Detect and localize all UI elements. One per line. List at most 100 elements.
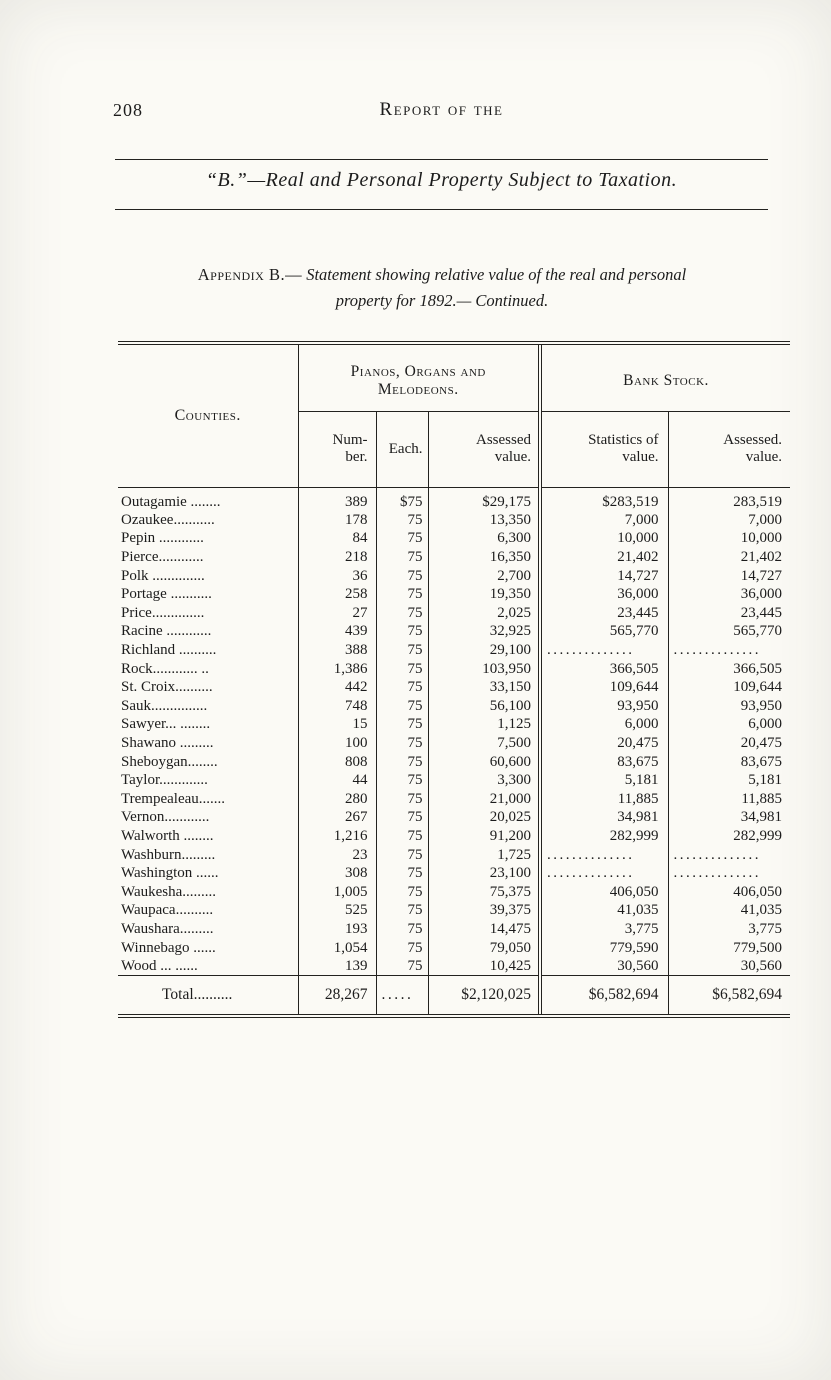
table-row: Racine ............ 439 75 32,925 565,770 565…: [118, 622, 791, 642]
county-cell: Outagamie ........: [121, 493, 221, 510]
each-cell: 75: [375, 511, 428, 530]
assessed-value-cell: 19,350: [427, 585, 540, 604]
group-header-bank-stock: Bank Stock.: [537, 345, 791, 412]
assessed-value-bank-cell: 30,560: [667, 957, 791, 976]
appendix-label: Appendix B.—: [197, 265, 303, 284]
total-assessed-value-bank-cell: $6,582,694: [667, 975, 791, 1014]
table-row: Sauk............... 748 75 56,100 93,950 93,9…: [118, 696, 791, 716]
assessed-value-cell: 16,350: [427, 548, 540, 567]
county-cell: Walworth ........: [121, 827, 214, 844]
statistics-of-value-cell: 282,999: [538, 827, 668, 846]
number-cell: 218: [297, 548, 376, 567]
number-cell: 388: [297, 641, 376, 660]
each-cell: 75: [375, 529, 428, 549]
table-row: Rock............ .. 1,386 75 103,950 366,505…: [118, 659, 791, 679]
county-cell: Sheboygan........: [121, 753, 218, 770]
each-cell: 75: [375, 603, 428, 623]
county-cell: Waupaca..........: [121, 902, 214, 919]
col-header-assessed-value: Assessed value.: [427, 411, 540, 488]
number-cell: 44: [297, 771, 376, 790]
assessed-value-cell: 3,300: [427, 771, 540, 790]
statistics-of-value-cell: 109,644: [538, 678, 668, 697]
appendix-caption: Appendix B.— Statement showing relative …: [113, 262, 771, 313]
assessed-value-cell: 1,725: [427, 845, 540, 865]
county-cell: Racine ............: [121, 623, 212, 640]
assessed-value-cell: 32,925: [427, 622, 540, 642]
page-number: 208: [113, 100, 143, 120]
number-cell: 139: [297, 957, 376, 976]
statistics-of-value-cell: 30,560: [538, 957, 668, 976]
statistics-of-value-cell: 10,000: [538, 529, 668, 549]
number-cell: 1,005: [297, 882, 376, 902]
each-cell: 75: [375, 566, 428, 586]
county-cell: Taylor.............: [121, 772, 208, 789]
each-cell: 75: [375, 678, 428, 697]
county-cell: Winnebago ......: [121, 939, 216, 956]
assessed-value-cell: 23,100: [427, 864, 540, 883]
assessed-value-bank-cell: 366,505: [667, 659, 791, 679]
number-cell: 36: [297, 566, 376, 586]
total-number-cell: 28,267: [297, 975, 376, 1014]
each-cell: 75: [375, 548, 428, 567]
county-cell: Pepin ............: [121, 530, 204, 547]
assessed-value-bank-cell: 36,000: [667, 585, 791, 604]
number-cell: 308: [297, 864, 376, 883]
county-cell: Vernon............: [121, 809, 210, 826]
table-row: Vernon............ 267 75 20,025 34,981 34,98…: [118, 808, 791, 828]
assessed-value-cell: 6,300: [427, 529, 540, 549]
assessed-value-bank-cell: 6,000: [667, 715, 791, 735]
table-row: Sawyer... ........ 15 75 1,125 6,000 6,000: [118, 715, 791, 735]
table-row: Pepin ............ 84 75 6,300 10,000 10,000: [118, 529, 791, 549]
number-cell: 748: [297, 696, 376, 716]
assessed-value-bank-cell: 34,981: [667, 808, 791, 828]
county-cell: Shawano .........: [121, 735, 214, 752]
assessed-value-cell: 13,350: [427, 511, 540, 530]
table-row: Shawano ......... 100 75 7,500 20,475 20,475: [118, 734, 791, 753]
data-table: Counties. Pianos, Organs and Melodeons. …: [118, 345, 791, 1014]
statistics-of-value-cell: $283,519: [538, 487, 668, 511]
number-cell: 100: [297, 734, 376, 753]
assessed-value-cell: 79,050: [427, 938, 540, 958]
each-cell: $75: [375, 487, 428, 511]
each-cell: 75: [375, 585, 428, 604]
county-cell: St. Croix..........: [121, 679, 213, 696]
counties-header: Counties.: [118, 345, 298, 488]
county-cell: Sawyer... ........: [121, 716, 211, 733]
each-cell: 75: [375, 752, 428, 772]
statistics-of-value-cell: 23,445: [538, 603, 668, 623]
county-cell: Trempealeau.......: [121, 790, 226, 807]
number-cell: 1,054: [297, 938, 376, 958]
assessed-value-cell: 2,025: [427, 603, 540, 623]
number-cell: 258: [297, 585, 376, 604]
table-row: Walworth ........ 1,216 75 91,200 282,999 282…: [118, 827, 791, 846]
statistics-of-value-cell: ..............: [538, 864, 668, 883]
assessed-value-bank-cell: 779,500: [667, 938, 791, 958]
data-table-wrap: Counties. Pianos, Organs and Melodeons. …: [118, 341, 791, 1018]
number-cell: 23: [297, 845, 376, 865]
table-row: Taylor............. 44 75 3,300 5,181 5,181: [118, 771, 791, 790]
assessed-value-cell: 39,375: [427, 901, 540, 921]
number-cell: 178: [297, 511, 376, 530]
county-cell: Washington ......: [121, 865, 219, 882]
county-cell: Sauk...............: [121, 697, 208, 714]
statistics-of-value-cell: 6,000: [538, 715, 668, 735]
number-cell: 808: [297, 752, 376, 772]
assessed-value-cell: 21,000: [427, 789, 540, 809]
number-cell: 389: [297, 487, 376, 511]
county-cell: Richland ..........: [121, 642, 217, 659]
number-cell: 27: [297, 603, 376, 623]
statistics-of-value-cell: 779,590: [538, 938, 668, 958]
assessed-value-bank-cell: 11,885: [667, 789, 791, 809]
county-cell: Wood ... ......: [121, 957, 198, 974]
statistics-of-value-cell: 5,181: [538, 771, 668, 790]
each-cell: 75: [375, 827, 428, 846]
each-cell: 75: [375, 808, 428, 828]
county-cell: Washburn.........: [121, 846, 216, 863]
assessed-value-bank-cell: 5,181: [667, 771, 791, 790]
assessed-value-cell: 33,150: [427, 678, 540, 697]
each-cell: 75: [375, 715, 428, 735]
number-cell: 525: [297, 901, 376, 921]
statistics-of-value-cell: ..............: [538, 641, 668, 660]
county-cell: Waushara.........: [121, 920, 214, 937]
